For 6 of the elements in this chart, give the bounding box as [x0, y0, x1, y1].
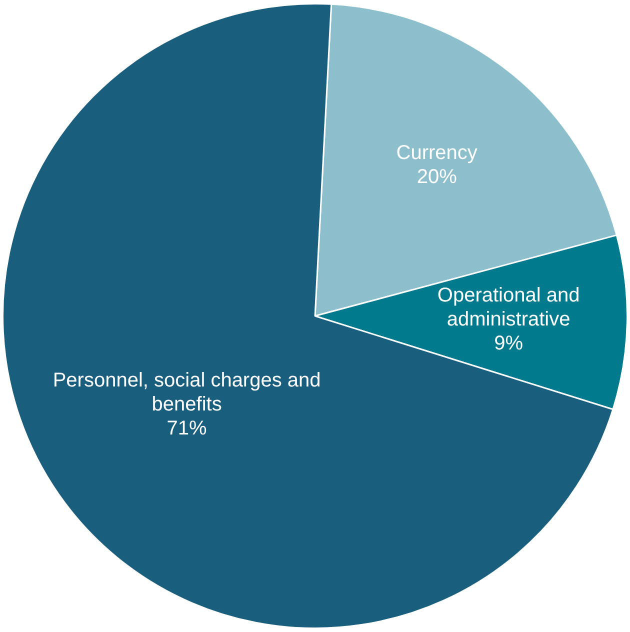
slice-label: Operational and administrative	[437, 284, 580, 331]
data-label: 9%	[494, 332, 524, 355]
slice-label: Personnel, social charges and benefits	[52, 370, 321, 416]
data-label: 71%	[166, 418, 208, 440]
data-label: 20%	[416, 166, 458, 188]
slice-label: Currency	[396, 142, 478, 164]
